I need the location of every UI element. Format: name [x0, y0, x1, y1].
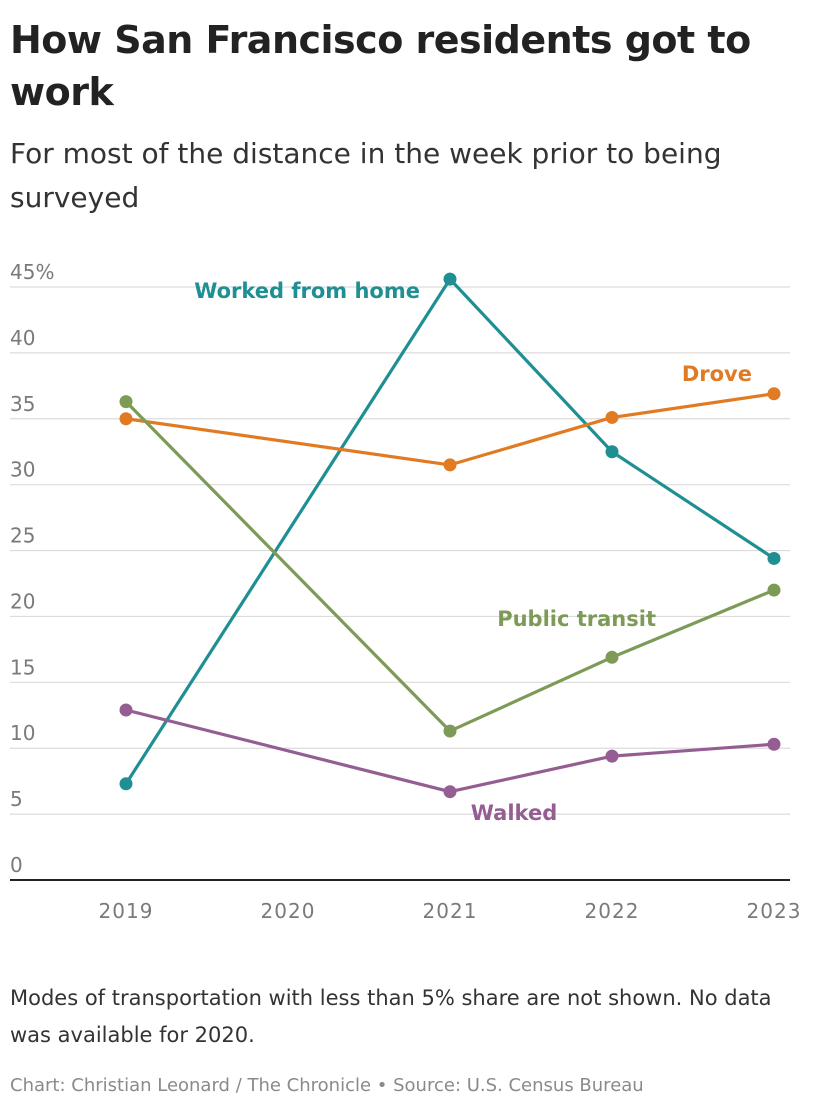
point-public-transit-2023 [767, 583, 781, 597]
point-walked-2022 [605, 749, 619, 763]
series-labels: Worked from home Drove Public transit Walke… [194, 279, 752, 825]
series-label-drove: Drove [682, 362, 752, 386]
point-drove-2022 [605, 410, 619, 424]
chart-credit: Chart: Christian Leonard / The Chronicle… [10, 1075, 644, 1096]
point-public-transit-2021 [443, 724, 457, 738]
point-public-transit-2022 [605, 650, 619, 664]
y-tick-label-10: 10 [10, 721, 35, 745]
y-tick-label-45: 45% [10, 260, 54, 284]
x-tick-label-2019: 2019 [99, 899, 154, 923]
y-tick-label-25: 25 [10, 524, 35, 548]
series-line-public-transit [124, 400, 776, 733]
chart-subtitle: For most of the distance in the week pri… [10, 137, 722, 214]
x-tick-label-2022: 2022 [585, 899, 640, 923]
point-drove-2021 [443, 458, 457, 472]
point-walked-2019 [119, 703, 133, 717]
y-tick-label-20: 20 [10, 589, 35, 613]
point-worked-from-home-2023 [767, 551, 781, 565]
series-line-walked [124, 708, 776, 794]
point-public-transit-2019 [119, 395, 133, 409]
x-tick-label-2021: 2021 [423, 899, 478, 923]
series-label-worked-from-home: Worked from home [194, 279, 420, 303]
y-axis-ticks: 0 5 10 15 20 25 30 35 40 45% [10, 260, 54, 877]
series-line-drove [124, 392, 776, 467]
series-label-public-transit: Public transit [497, 607, 656, 631]
point-drove-2019 [119, 412, 133, 426]
point-worked-from-home-2019 [119, 777, 133, 791]
point-worked-from-home-2022 [605, 445, 619, 459]
point-walked-2021 [443, 785, 457, 799]
x-axis-ticks: 2019 2020 2021 2022 2023 [99, 899, 802, 923]
point-worked-from-home-2021 [443, 272, 457, 286]
chart-title: How San Francisco residents got to work [10, 18, 751, 114]
y-tick-label-15: 15 [10, 655, 35, 679]
point-walked-2023 [767, 737, 781, 751]
line-chart: 0 5 10 15 20 25 30 35 40 45% 2019 2020 2021 2022 2023… [10, 260, 802, 923]
y-tick-label-30: 30 [10, 458, 35, 482]
series-points [119, 272, 781, 799]
series-lines [124, 277, 776, 794]
y-tick-label-0: 0 [10, 853, 23, 877]
series-label-walked: Walked [471, 801, 557, 825]
series-line-worked-from-home [124, 277, 776, 786]
y-tick-label-5: 5 [10, 787, 23, 811]
point-drove-2023 [767, 387, 781, 401]
y-tick-label-40: 40 [10, 326, 35, 350]
x-tick-label-2020: 2020 [261, 899, 316, 923]
chart-note: Modes of transportation with less than 5… [10, 986, 772, 1047]
y-tick-label-35: 35 [10, 392, 35, 416]
grid-layer [10, 286, 790, 881]
x-tick-label-2023: 2023 [747, 899, 802, 923]
